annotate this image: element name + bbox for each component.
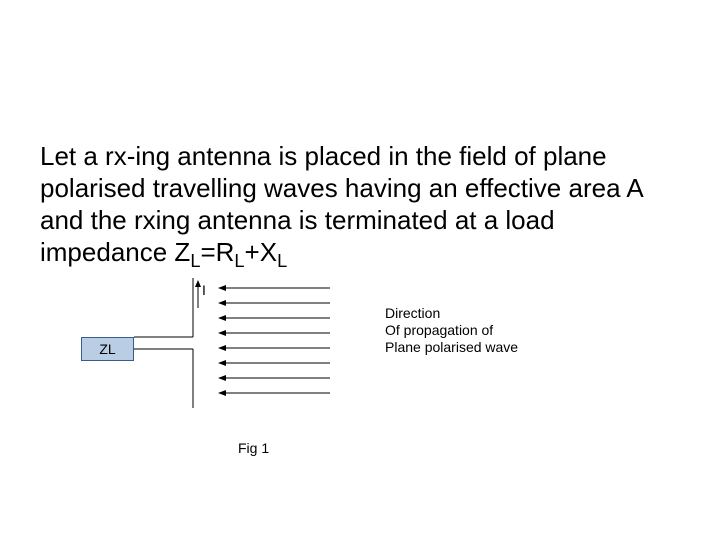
antenna-diagram (0, 0, 720, 540)
